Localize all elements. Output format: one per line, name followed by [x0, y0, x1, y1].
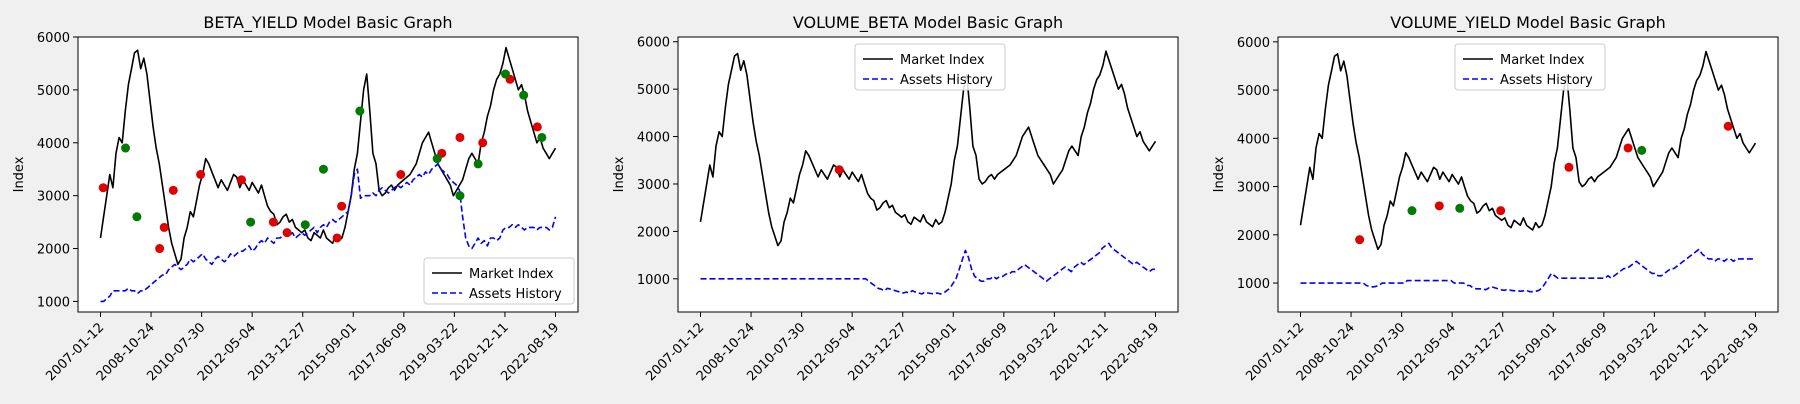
buy-signal-point [537, 132, 547, 142]
legend: Market Index Assets History [423, 257, 575, 305]
legend-label: Market Index [900, 53, 985, 68]
sell-signal-point [1723, 121, 1733, 131]
buy-signal-point [121, 143, 131, 153]
buy-signal-point [473, 159, 483, 169]
y-tick-label: 1000 [637, 273, 670, 288]
market-index-line [99, 46, 557, 266]
buy-signal-point [500, 69, 510, 79]
y-tick-label: 4000 [37, 137, 70, 152]
assets-history-line [1300, 248, 1756, 293]
sell-signal-point [834, 165, 844, 175]
legend-label: Market Index [1500, 53, 1585, 68]
chart-panel-2: VOLUME_BETA Model Basic Graph 1000 2000 300… [612, 13, 1179, 384]
buy-signal-point [1637, 145, 1647, 155]
y-axis-label: Index [12, 156, 27, 192]
y-tick-label: 6000 [37, 31, 70, 46]
y-tick-label: 1000 [37, 295, 70, 310]
market-index-line [699, 50, 1157, 247]
y-tick-label: 2000 [1237, 229, 1270, 244]
market-index-line [1299, 50, 1757, 251]
buy-signal-point [455, 191, 465, 201]
sell-signal-point [1496, 206, 1506, 216]
y-tick-label: 4000 [637, 131, 670, 146]
y-tick-label: 6000 [637, 36, 670, 51]
sell-signal-point [337, 201, 347, 211]
sell-signal-point [155, 244, 165, 254]
y-tick-label: 5000 [637, 83, 670, 98]
y-tick-label: 5000 [37, 84, 70, 99]
chart-title: BETA_YIELD Model Basic Graph [203, 13, 452, 33]
sell-signal-point [455, 132, 465, 142]
buy-signal-point [300, 220, 310, 230]
sell-signal-point [1564, 162, 1574, 172]
legend: Market Index Assets History [1454, 43, 1606, 91]
legend-label: Assets History [1500, 73, 1593, 88]
sell-signal-point [282, 228, 292, 238]
y-tick-label: 1000 [1237, 277, 1270, 292]
legend: Market Index Assets History [854, 43, 1006, 91]
sell-signal-point [159, 222, 169, 232]
chart-panel-1: BETA_YIELD Model Basic Graph 1000 2000 3000… [12, 13, 579, 384]
sell-signal-point [196, 170, 206, 179]
sell-signal-point [396, 170, 406, 179]
sell-signal-point [168, 185, 178, 195]
y-tick-label: 3000 [637, 178, 670, 193]
y-tick-label: 2000 [637, 225, 670, 240]
sell-signal-point [1623, 143, 1633, 153]
legend-label: Assets History [900, 73, 993, 88]
y-tick-label: 5000 [1237, 84, 1270, 99]
chart-panel-3: VOLUME_YIELD Model Basic Graph 1000 2000 30… [1212, 13, 1779, 384]
chart-title: VOLUME_BETA Model Basic Graph [793, 13, 1063, 33]
legend-label: Assets History [469, 287, 562, 302]
sell-signal-point [478, 138, 488, 148]
chart-title: VOLUME_YIELD Model Basic Graph [1390, 13, 1666, 33]
sell-signal-point [332, 233, 342, 243]
sell-signal-point [532, 122, 542, 132]
y-axis-label: Index [1212, 156, 1227, 192]
buy-signal-point [355, 106, 365, 116]
buy-signal-point [519, 90, 529, 100]
buy-signal-point [1407, 206, 1417, 216]
legend-label: Market Index [469, 267, 554, 282]
y-tick-label: 4000 [1237, 132, 1270, 147]
sell-signal-point [98, 183, 108, 193]
y-tick-label: 3000 [1237, 181, 1270, 196]
buy-signal-point [318, 164, 328, 174]
sell-signal-point [1434, 201, 1444, 211]
assets-history-line [100, 163, 557, 303]
sell-signal-point [1355, 235, 1365, 245]
buy-signal-point [132, 212, 142, 222]
y-axis-label: Index [612, 156, 627, 192]
sell-signal-point [268, 217, 278, 227]
y-tick-label: 2000 [37, 243, 70, 258]
sell-signal-point [237, 175, 247, 185]
assets-history-line [700, 242, 1156, 295]
buy-signal-point [1455, 203, 1465, 213]
y-tick-label: 6000 [1237, 36, 1270, 51]
buy-signal-point [246, 217, 256, 227]
buy-signal-point [432, 154, 442, 164]
y-tick-label: 3000 [37, 190, 70, 205]
